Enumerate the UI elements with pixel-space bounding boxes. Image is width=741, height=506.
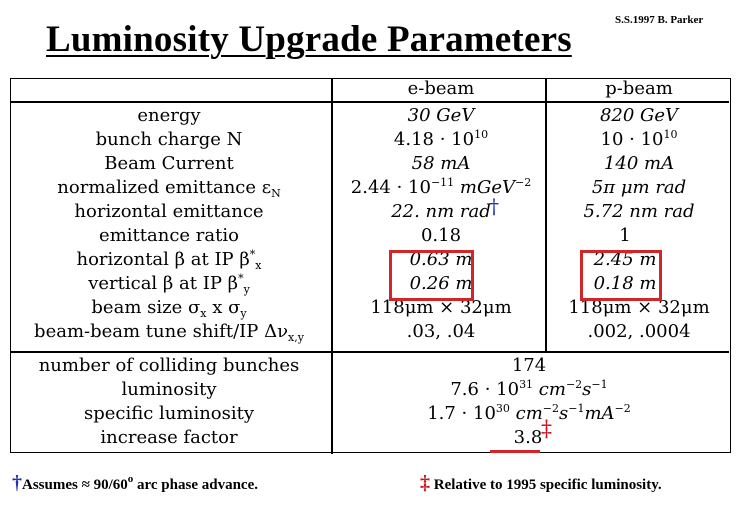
- parameters-table: e-beam p-beam energy 30 GeV 820 GeV bunc…: [10, 78, 731, 454]
- page-title: Luminosity Upgrade Parameters: [46, 19, 572, 60]
- e-horizontal-emittance: 22. nm rad: [391, 201, 491, 222]
- row-label-bunch-charge: bunch charge N: [95, 129, 243, 150]
- p-bunch-charge: 10 · 1010: [600, 128, 678, 150]
- section-divider: [11, 351, 729, 353]
- increase-factor-value: 3.8: [513, 427, 543, 448]
- column-divider-label: [331, 79, 333, 351]
- e-horizontal-beta: 0.63 m: [409, 249, 473, 270]
- footnote-dagger: †Assumes ≈ 90/60o arc phase advance.: [12, 472, 258, 494]
- e-vertical-beta: 0.26 m: [409, 273, 473, 294]
- row-label-normalized-emittance: normalized emittance εN: [57, 177, 281, 200]
- column-divider-combined: [331, 351, 333, 454]
- row-label-colliding-bunches: number of colliding bunches: [38, 355, 300, 376]
- e-emittance-ratio: 0.18: [420, 225, 462, 246]
- col-header-e-beam: e-beam: [407, 78, 475, 99]
- p-vertical-beta: 0.18 m: [593, 273, 657, 294]
- footnote-dagger-icon: †: [12, 472, 22, 494]
- p-tune-shift: .002, .0004: [587, 321, 691, 342]
- author-credit: S.S.1997 B. Parker: [615, 14, 704, 26]
- row-label-emittance-ratio: emittance ratio: [99, 225, 239, 246]
- footnote-double-dagger-icon: ‡: [420, 472, 430, 494]
- colliding-bunches-value: 174: [511, 355, 547, 376]
- p-horizontal-beta: 2.45 m: [593, 249, 657, 270]
- row-label-beam-size: beam size σx x σy: [91, 297, 247, 320]
- specific-luminosity-value: 1.7 · 1030 cm−2s−1mA−2: [427, 402, 631, 424]
- row-label-tune-shift: beam-beam tune shift/IP Δνx,y: [34, 321, 304, 344]
- row-label-horizontal-beta: horizontal β at IP β*x: [76, 248, 262, 272]
- row-label-increase-factor: increase factor: [100, 427, 238, 448]
- e-bunch-charge: 4.18 · 1010: [393, 128, 489, 150]
- e-beam-current: 58 mA: [411, 153, 471, 174]
- double-dagger-mark-icon: ‡: [541, 417, 552, 442]
- row-label-vertical-beta: vertical β at IP β*y: [88, 272, 250, 296]
- p-normalized-emittance: 5π μm rad: [591, 177, 687, 198]
- p-energy: 820 GeV: [599, 105, 679, 126]
- col-header-p-beam: p-beam: [605, 78, 673, 99]
- row-label-energy: energy: [137, 105, 201, 126]
- e-energy: 30 GeV: [407, 105, 475, 126]
- e-normalized-emittance: 2.44 · 10−11 mGeV−2: [350, 176, 532, 198]
- column-divider-beams: [545, 79, 547, 351]
- p-emittance-ratio: 1: [619, 225, 631, 246]
- row-label-horizontal-emittance: horizontal emittance: [74, 201, 264, 222]
- row-label-luminosity: luminosity: [121, 379, 217, 400]
- row-label-specific-luminosity: specific luminosity: [83, 403, 255, 424]
- row-label-beam-current: Beam Current: [104, 153, 234, 174]
- increase-factor-underline: [490, 450, 540, 453]
- p-beam-current: 140 mA: [603, 153, 675, 174]
- dagger-mark-icon: †: [489, 194, 499, 218]
- p-horizontal-emittance: 5.72 nm rad: [583, 201, 695, 222]
- p-beam-size: 118μm × 32μm: [568, 297, 710, 318]
- e-beam-size: 118μm × 32μm: [370, 297, 512, 318]
- e-tune-shift: .03, .04: [406, 321, 476, 342]
- header-divider: [11, 101, 729, 103]
- footnote-double-dagger: ‡ Relative to 1995 specific luminosity.: [420, 472, 662, 494]
- luminosity-value: 7.6 · 1031 cm−2s−1: [450, 378, 608, 400]
- p-beta-highlight-box: [580, 250, 662, 301]
- e-beta-highlight-box: [389, 250, 474, 301]
